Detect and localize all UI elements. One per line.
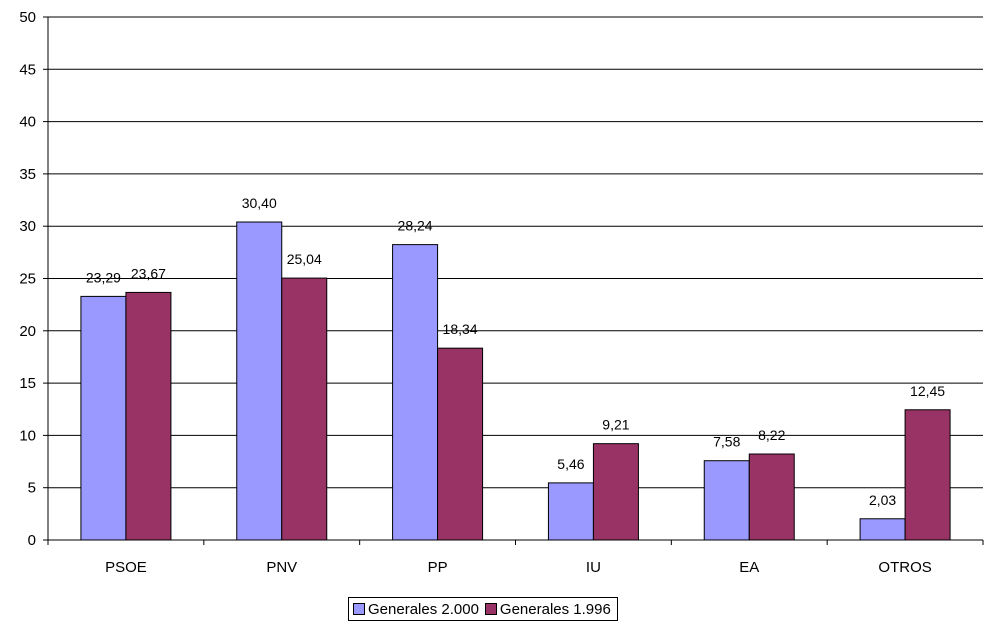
x-tick-label: PP	[428, 559, 448, 576]
bar	[904, 409, 951, 541]
y-tick-label: 40	[19, 114, 36, 131]
bars	[80, 221, 951, 541]
y-tick-label: 50	[19, 9, 36, 26]
bar	[236, 221, 283, 541]
bar	[703, 460, 750, 541]
y-tick-label: 15	[19, 375, 36, 392]
x-tick-label: PNV	[266, 559, 297, 576]
y-tick-label: 5	[28, 480, 36, 497]
x-tick-label: EA	[739, 559, 759, 576]
legend: Generales 2.000 Generales 1.996	[348, 597, 618, 621]
data-label: 30,40	[242, 195, 277, 211]
data-label: 12,45	[910, 383, 945, 399]
y-tick-label: 0	[28, 532, 36, 549]
y-tick-label: 45	[19, 61, 36, 78]
legend-item-series-1: Generales 2.000	[353, 601, 479, 618]
data-label: 5,46	[557, 456, 584, 472]
bar	[437, 347, 484, 541]
data-label: 2,03	[869, 492, 896, 508]
labels: 0 5 10 15 20 25 30 35 40 45 50 PSOE PNV PP IU EA OTROS 23…	[19, 9, 945, 576]
bar	[281, 277, 328, 541]
gridlines	[48, 16, 983, 489]
data-label: 8,22	[758, 427, 785, 443]
legend-item-series-2: Generales 1.996	[484, 600, 611, 618]
bar	[125, 291, 172, 541]
x-tick-label: OTROS	[878, 559, 931, 576]
bar	[859, 518, 906, 541]
legend-label-series-2: Generales 1.996	[499, 600, 611, 618]
data-label: 23,67	[131, 265, 166, 281]
data-label: 28,24	[398, 218, 433, 234]
x-tick-label: IU	[586, 559, 601, 576]
bar	[748, 453, 795, 541]
data-label: 7,58	[713, 434, 740, 450]
bar	[592, 443, 639, 541]
data-label: 25,04	[287, 251, 322, 267]
data-label: 23,29	[86, 269, 121, 285]
bar-chart: 0 5 10 15 20 25 30 35 40 45 50 PSOE PNV PP IU EA OTROS 23…	[19, 9, 984, 576]
x-tick-label: PSOE	[105, 559, 147, 576]
legend-swatch-series-1	[353, 603, 365, 615]
legend-label-series-1: Generales 2.000	[368, 600, 479, 618]
y-tick-label: 30	[19, 218, 36, 235]
bar	[547, 482, 594, 541]
bar	[80, 295, 127, 541]
y-tick-label: 35	[19, 166, 36, 183]
y-tick-label: 10	[19, 427, 36, 444]
bar	[392, 244, 439, 541]
axes	[43, 16, 984, 545]
y-tick-label: 25	[19, 271, 36, 288]
data-label: 9,21	[602, 417, 629, 433]
legend-swatch-series-2	[484, 603, 497, 615]
data-label: 18,34	[443, 321, 478, 337]
y-tick-label: 20	[19, 323, 36, 340]
